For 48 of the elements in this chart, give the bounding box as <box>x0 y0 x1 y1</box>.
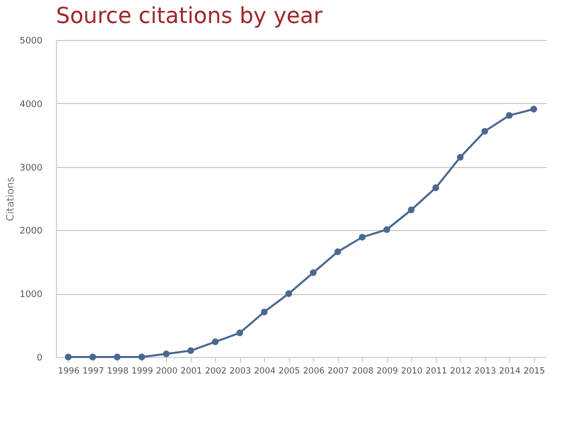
x-tick-label: 1996 <box>58 366 80 376</box>
point <box>187 347 194 354</box>
y-tick-label: 4000 <box>20 100 43 110</box>
point <box>162 350 170 358</box>
x-tick-label: 2011 <box>425 366 448 376</box>
point <box>310 269 317 276</box>
point <box>285 290 292 297</box>
x-tick-label: 2002 <box>204 366 227 376</box>
point <box>334 248 342 256</box>
point <box>212 338 219 346</box>
point <box>236 330 244 336</box>
x-tick-label: 2003 <box>229 366 252 376</box>
x-tick-label: 1998 <box>106 366 129 376</box>
point <box>260 308 268 316</box>
point <box>456 154 464 161</box>
x-tick-label: 2005 <box>278 366 300 376</box>
point <box>506 112 513 119</box>
point <box>408 206 415 214</box>
point <box>89 354 96 360</box>
point <box>358 234 366 241</box>
y-tick-label: 1000 <box>20 290 43 300</box>
x-tick-label: 1997 <box>82 366 104 376</box>
x-tick-label: 1999 <box>131 366 154 376</box>
point <box>530 106 538 112</box>
point <box>138 354 146 360</box>
chart-title: Source citations by year <box>56 4 324 29</box>
point <box>64 354 72 360</box>
x-tick-label: 2010 <box>400 366 423 376</box>
x-tick-label: 2013 <box>474 366 496 376</box>
y-tick-label: 3000 <box>20 163 43 174</box>
x-tick-label: 2007 <box>327 366 350 376</box>
x-tick-label: 2006 <box>302 366 325 376</box>
point <box>432 184 440 192</box>
x-tick-label: 2001 <box>180 366 202 376</box>
y-tick-label: 0 <box>36 354 43 364</box>
point <box>383 226 390 233</box>
y-tick-label: 5000 <box>20 36 43 46</box>
y-tick-label: 2000 <box>20 226 43 237</box>
y-axis-title: Citations <box>6 176 17 222</box>
x-tick-label: 2004 <box>254 366 276 376</box>
x-tick-label: 2015 <box>523 366 546 376</box>
point <box>481 128 488 135</box>
x-tick-label: 2009 <box>376 366 398 376</box>
x-tick-label: 2000 <box>156 366 178 376</box>
point <box>114 354 121 360</box>
x-tick-label: 2014 <box>498 366 521 376</box>
x-tick-label: 2012 <box>450 366 472 376</box>
x-tick-label: 2008 <box>352 366 374 376</box>
